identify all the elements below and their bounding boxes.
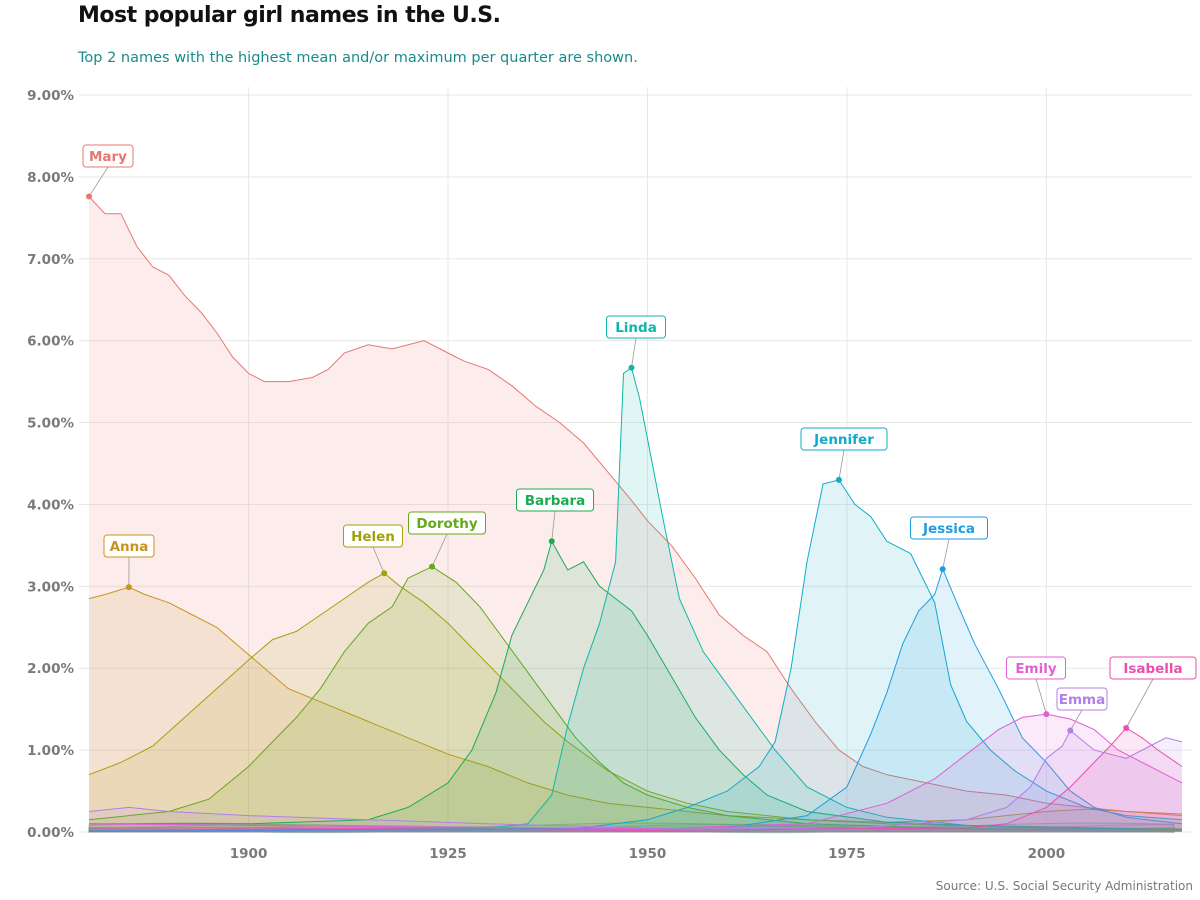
x-tick-label: 1950: [629, 846, 667, 862]
area-isabella: [89, 728, 1182, 832]
y-tick-label: 6.00%: [27, 334, 74, 350]
y-tick-label: 7.00%: [27, 252, 74, 268]
line-emma: [88, 729, 1183, 830]
y-tick-label: 0.00%: [27, 825, 74, 841]
callout-box-jennifer: [800, 427, 888, 451]
y-tick-label: 3.00%: [27, 579, 74, 595]
line-isabella: [89, 727, 1183, 831]
peak-marker-jennifer: [835, 476, 842, 483]
callout-label-dorothy: Dorothy: [416, 516, 477, 532]
callout-box-mary: [82, 144, 134, 168]
leader-line-helen: [372, 546, 385, 574]
callout-label-mary: Mary: [89, 149, 127, 165]
line-anna: [88, 586, 1183, 823]
callout-label-jessica: Jessica: [922, 521, 975, 537]
peak-marker-isabella: [1123, 725, 1130, 732]
peak-marker-dorothy: [429, 563, 436, 570]
y-tick-label: 8.00%: [27, 170, 74, 186]
peak-marker-anna: [125, 584, 132, 591]
leader-line-emily: [1035, 678, 1047, 715]
peak-marker-linda: [628, 364, 635, 371]
y-tick-label: 2.00%: [27, 661, 74, 677]
area-mary: [89, 196, 1182, 832]
chart-subtitle: Top 2 names with the highest mean and/or…: [78, 50, 638, 66]
leader-line-barbara: [551, 510, 556, 542]
leader-line-jennifer: [838, 449, 845, 480]
callout-box-barbara: [516, 488, 594, 512]
callout-label-emma: Emma: [1059, 692, 1105, 708]
chart-title: Most popular girl names in the U.S.: [78, 3, 501, 28]
leader-line-jessica: [942, 538, 950, 570]
callout-box-jessica: [910, 516, 988, 540]
peak-marker-barbara: [548, 538, 555, 545]
area-linda: [89, 367, 1182, 832]
leader-line-isabella: [1125, 678, 1154, 729]
leader-line-mary: [88, 166, 109, 197]
line-dorothy: [88, 566, 1183, 831]
line-linda: [88, 366, 1183, 831]
area-emily: [89, 714, 1182, 832]
peak-marker-jessica: [939, 566, 946, 573]
callout-box-dorothy: [408, 511, 486, 535]
area-jessica: [89, 569, 1182, 832]
area-jennifer: [89, 479, 1182, 832]
callout-label-isabella: Isabella: [1123, 661, 1182, 677]
y-tick-label: 5.00%: [27, 416, 74, 432]
peak-marker-helen: [381, 570, 388, 577]
area-emma: [89, 730, 1182, 832]
callout-box-emma: [1056, 687, 1108, 711]
callout-label-anna: Anna: [110, 539, 149, 555]
area-barbara: [89, 541, 1182, 832]
y-tick-label: 1.00%: [27, 743, 74, 759]
area-anna: [89, 587, 1182, 832]
peak-marker-emily: [1043, 711, 1050, 718]
callout-label-jennifer: Jennifer: [813, 432, 874, 448]
area-helen: [89, 573, 1182, 832]
x-tick-label: 1900: [230, 846, 268, 862]
callout-box-helen: [343, 524, 403, 548]
source-note: Source: U.S. Social Security Administrat…: [935, 879, 1193, 893]
leader-line-dorothy: [431, 533, 448, 567]
callout-box-emily: [1006, 656, 1066, 680]
area-dorothy: [89, 566, 1182, 832]
x-tick-label: 1975: [828, 846, 866, 862]
line-jennifer: [88, 479, 1183, 832]
callout-box-isabella: [1109, 656, 1197, 680]
callout-label-barbara: Barbara: [525, 493, 586, 509]
line-barbara: [89, 539, 1183, 830]
callout-label-linda: Linda: [615, 320, 657, 336]
callout-label-helen: Helen: [351, 529, 395, 545]
peak-marker-mary: [86, 193, 92, 200]
leader-line-linda: [631, 337, 637, 368]
callout-label-emily: Emily: [1015, 661, 1057, 677]
peak-marker-emma: [1067, 727, 1074, 734]
y-tick-label: 4.00%: [27, 497, 74, 513]
leader-line-emma: [1069, 709, 1083, 731]
callout-box-linda: [606, 315, 666, 339]
line-helen: [88, 572, 1183, 830]
line-mary: [88, 196, 1183, 817]
y-tick-label: 9.00%: [27, 88, 74, 104]
callout-box-anna: [103, 534, 155, 558]
x-tick-label: 1925: [429, 846, 467, 862]
x-tick-label: 2000: [1028, 846, 1066, 862]
